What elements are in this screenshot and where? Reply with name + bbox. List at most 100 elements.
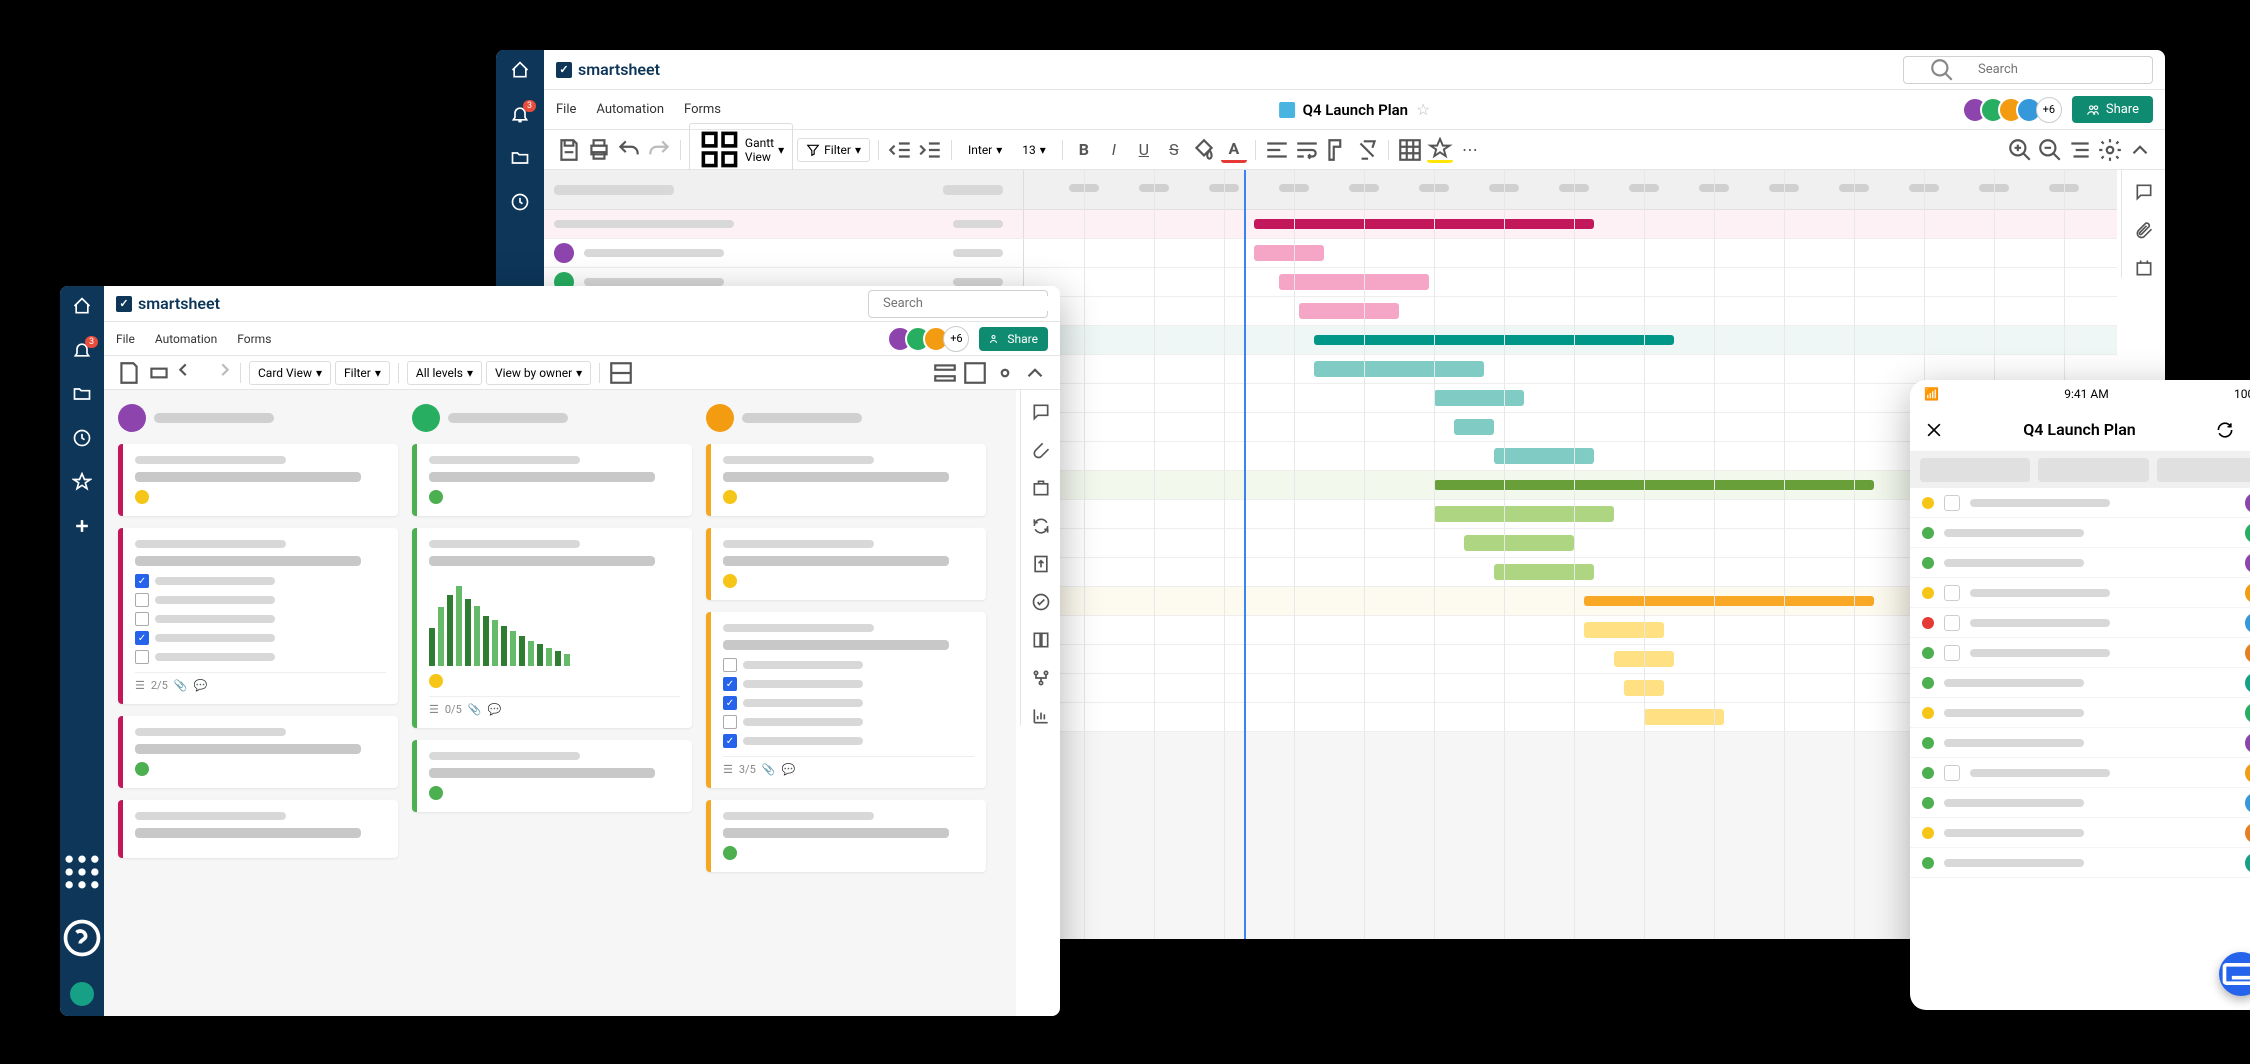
expand-icon[interactable]: [962, 360, 988, 386]
upload-icon[interactable]: [1031, 554, 1051, 574]
assignee-avatar[interactable]: [2245, 763, 2250, 783]
menu-file[interactable]: File: [556, 102, 576, 117]
filter-selector[interactable]: Filter▾: [335, 361, 390, 385]
assignee-avatar[interactable]: [2245, 703, 2250, 723]
redo-icon[interactable]: [646, 137, 672, 163]
search-input[interactable]: [1978, 62, 2144, 77]
favorites-icon[interactable]: [72, 472, 92, 492]
kanban-card[interactable]: ✓✓☰2/5📎💬: [118, 528, 398, 704]
attachments-icon[interactable]: [1031, 440, 1051, 460]
compact-icon[interactable]: [932, 360, 958, 386]
bold-icon[interactable]: B: [1071, 137, 1097, 163]
expand-button[interactable]: [1944, 495, 1960, 511]
kanban-card[interactable]: ☰0/5📎💬: [412, 528, 692, 728]
column-owner-avatar[interactable]: [118, 404, 146, 432]
fill-color-icon[interactable]: [1191, 137, 1217, 163]
kanban-card[interactable]: [412, 444, 692, 516]
layout-icon[interactable]: [608, 360, 634, 386]
mobile-task-row[interactable]: [1910, 848, 2250, 878]
more-icon[interactable]: ⋯: [1457, 137, 1483, 163]
assignee-avatar[interactable]: [2245, 793, 2250, 813]
notifications-icon[interactable]: 3: [72, 340, 92, 360]
print-icon[interactable]: [586, 137, 612, 163]
wrap-icon[interactable]: [1294, 137, 1320, 163]
mobile-tab[interactable]: [2157, 458, 2250, 482]
mobile-task-row[interactable]: [1910, 488, 2250, 518]
assignee-avatar[interactable]: [2245, 643, 2250, 663]
mobile-task-row[interactable]: [1910, 728, 2250, 758]
checklist-item[interactable]: ✓: [135, 574, 149, 588]
gantt-bar[interactable]: [1464, 535, 1574, 551]
view-selector[interactable]: Card View▾: [249, 361, 331, 385]
collaborator-avatars[interactable]: +6: [895, 326, 969, 352]
book-icon[interactable]: [1031, 630, 1051, 650]
mobile-task-row[interactable]: [1910, 788, 2250, 818]
italic-icon[interactable]: I: [1101, 137, 1127, 163]
kanban-card[interactable]: [706, 800, 986, 872]
kanban-card[interactable]: [706, 444, 986, 516]
collapse-icon[interactable]: [2127, 137, 2153, 163]
favorite-star-icon[interactable]: ☆: [1416, 100, 1430, 119]
align-icon[interactable]: [1264, 137, 1290, 163]
recent-icon[interactable]: [510, 192, 530, 212]
font-selector[interactable]: Inter▾: [960, 139, 1010, 161]
kanban-card[interactable]: [118, 800, 398, 858]
home-icon[interactable]: [72, 296, 92, 316]
text-color-icon[interactable]: A: [1221, 137, 1247, 163]
menu-forms[interactable]: Forms: [237, 332, 271, 346]
more-collaborators[interactable]: +6: [943, 326, 969, 352]
checklist-item[interactable]: ✓: [723, 734, 737, 748]
folder-icon[interactable]: [72, 384, 92, 404]
format-icon[interactable]: [1324, 137, 1350, 163]
help-icon[interactable]: [60, 916, 104, 964]
print-icon[interactable]: [146, 360, 172, 386]
gantt-bar[interactable]: [1434, 506, 1614, 522]
mobile-task-row[interactable]: [1910, 518, 2250, 548]
menu-forms[interactable]: Forms: [684, 102, 721, 117]
workflow-icon[interactable]: [1031, 668, 1051, 688]
assignee-avatar[interactable]: [2245, 613, 2250, 633]
search-box[interactable]: [1903, 56, 2153, 84]
user-avatar[interactable]: [70, 982, 94, 1006]
assignee-avatar[interactable]: [2245, 493, 2250, 513]
home-icon[interactable]: [510, 60, 530, 80]
mobile-task-row[interactable]: [1910, 608, 2250, 638]
gantt-bar[interactable]: [1314, 361, 1484, 377]
gantt-bar[interactable]: [1584, 622, 1664, 638]
kanban-card[interactable]: [706, 528, 986, 600]
checklist-item[interactable]: [723, 715, 737, 729]
viewby-selector[interactable]: View by owner▾: [486, 361, 591, 385]
assignee-avatar[interactable]: [2245, 823, 2250, 843]
checklist-item[interactable]: ✓: [723, 677, 737, 691]
gantt-bar[interactable]: [1254, 219, 1594, 229]
undo-icon[interactable]: [176, 360, 202, 386]
assignee-avatar[interactable]: [2245, 553, 2250, 573]
search-box[interactable]: [868, 290, 1048, 318]
mobile-task-row[interactable]: [1910, 668, 2250, 698]
gantt-bar[interactable]: [1434, 390, 1524, 406]
gantt-bar[interactable]: [1434, 480, 1874, 490]
apps-icon[interactable]: [60, 850, 104, 898]
gantt-bar[interactable]: [1314, 335, 1674, 345]
outdent-icon[interactable]: [887, 137, 913, 163]
kanban-card[interactable]: [118, 716, 398, 788]
checklist-item[interactable]: ✓: [723, 696, 737, 710]
mobile-task-row[interactable]: [1910, 548, 2250, 578]
assignee-avatar[interactable]: [554, 243, 574, 263]
document-title[interactable]: Q4 Launch Plan: [1303, 101, 1408, 119]
checklist-item[interactable]: [135, 612, 149, 626]
notifications-icon[interactable]: 3: [510, 104, 530, 124]
menu-file[interactable]: File: [116, 332, 135, 346]
save-icon[interactable]: [116, 360, 142, 386]
gantt-bar[interactable]: [1644, 709, 1724, 725]
kanban-card[interactable]: [118, 444, 398, 516]
levels-selector[interactable]: All levels▾: [407, 361, 482, 385]
assignee-avatar[interactable]: [2245, 523, 2250, 543]
zoom-in-icon[interactable]: [2007, 137, 2033, 163]
zoom-out-icon[interactable]: [2037, 137, 2063, 163]
font-size-selector[interactable]: 13▾: [1014, 139, 1054, 161]
gantt-bar[interactable]: [1494, 564, 1594, 580]
assignee-avatar[interactable]: [2245, 673, 2250, 693]
expand-button[interactable]: [1944, 645, 1960, 661]
mobile-tab[interactable]: [1920, 458, 2030, 482]
